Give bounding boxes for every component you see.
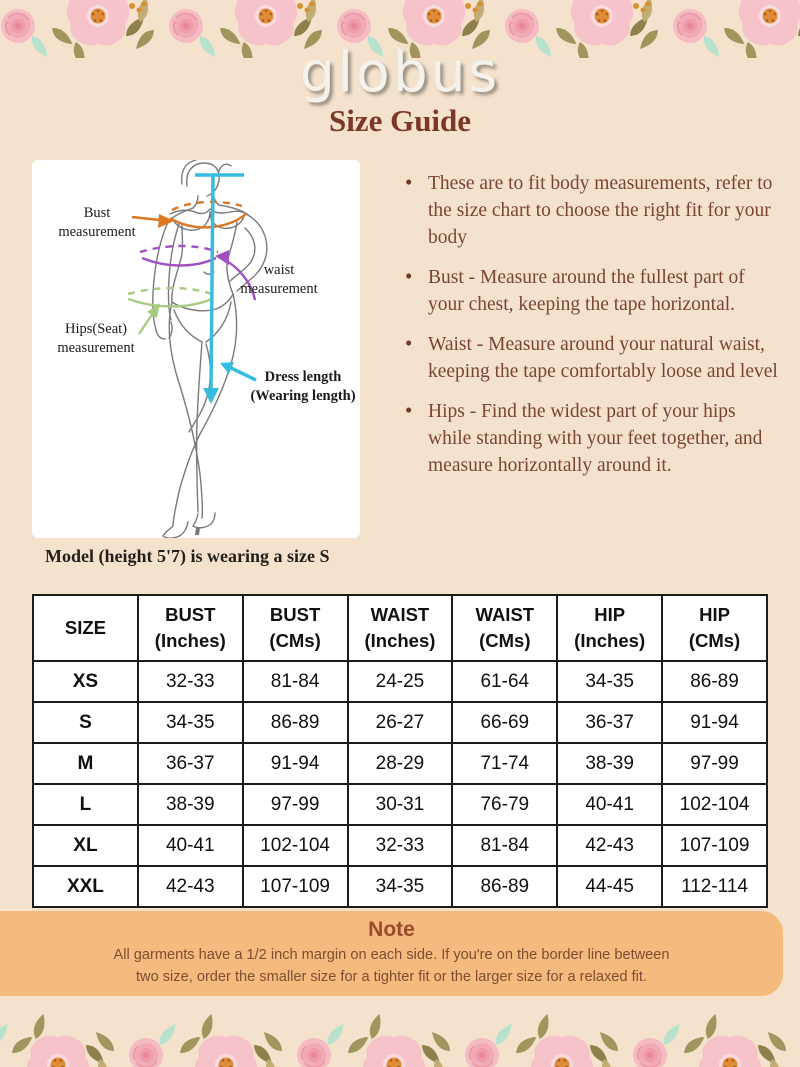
table-cell: 40-41 [136,824,244,867]
table-cell: XS [32,660,139,703]
table-cell: 44-45 [556,865,664,908]
table-cell: 42-43 [136,865,244,908]
table-cell: 30-31 [346,783,454,826]
header-bust-inches: BUST (Inches) [136,594,244,662]
instruction-item: Waist - Measure around your natural wais… [400,330,780,385]
table-cell: 28-29 [346,742,454,785]
table-cell: 61-64 [451,660,559,703]
hips-arrow [127,286,213,335]
table-cell: 34-35 [346,865,454,908]
instruction-item: These are to fit body measurements, refe… [400,169,780,251]
instruction-item: Bust - Measure around the fullest part o… [400,263,780,318]
table-row: XS 32-33 81-84 24-25 61-64 34-35 86-89 [32,660,768,703]
bust-measurement-label: Bust measurement [58,205,136,240]
bust-arrow [131,200,247,229]
table-row: XXL 42-43 107-109 34-35 86-89 44-45 112-… [32,865,768,908]
measurement-diagram: Bust measurement waist measurement Hips(… [32,160,360,538]
table-cell: 36-37 [136,742,244,785]
table-cell: 97-99 [661,742,768,785]
table-cell: 32-33 [346,824,454,867]
table-cell: 86-89 [661,660,768,703]
table-row: M 36-37 91-94 28-29 71-74 38-39 97-99 [32,742,768,785]
table-cell: 26-27 [346,701,454,744]
table-cell: 102-104 [241,824,349,867]
dress-length-label: Dress length (Wearing length) [250,369,356,404]
size-chart-table: SIZE BUST (Inches) BUST (CMs) WAIST (Inc… [32,594,768,908]
brand-logo: globus [299,40,501,104]
table-cell: 34-35 [136,701,244,744]
body-figure-illustration [127,160,268,538]
table-cell: XL [32,824,139,867]
hips-measurement-label: Hips(Seat) measurement [57,321,135,356]
table-cell: 38-39 [136,783,244,826]
table-cell: 71-74 [451,742,559,785]
model-note: Model (height 5'7) is wearing a size S [45,546,330,566]
floral-border-bottom-icon [0,1007,800,1067]
header-waist-cms: WAIST (CMs) [451,594,559,662]
table-cell: 107-109 [241,865,349,908]
table-cell: XXL [32,865,139,908]
header-hip-inches: HIP (Inches) [556,594,664,662]
table-row: XL 40-41 102-104 32-33 81-84 42-43 107-1… [32,824,768,867]
table-cell: 81-84 [241,660,349,703]
header-hip-cms: HIP (CMs) [661,594,768,662]
table-cell: 97-99 [241,783,349,826]
table-cell: 42-43 [556,824,664,867]
table-cell: M [32,742,139,785]
page-title: Size Guide [328,103,472,138]
table-cell: 86-89 [451,865,559,908]
table-cell: 76-79 [451,783,559,826]
instruction-item: Hips - Find the widest part of your hips… [400,397,780,479]
table-cell: 91-94 [241,742,349,785]
header-waist-inches: WAIST (Inches) [346,594,454,662]
table-cell: 112-114 [661,865,768,908]
table-header-row: SIZE BUST (Inches) BUST (CMs) WAIST (Inc… [32,594,768,662]
table-row: L 38-39 97-99 30-31 76-79 40-41 102-104 [32,783,768,826]
note-text: All garments have a 1/2 inch margin on e… [113,947,670,985]
instructions-list: These are to fit body measurements, refe… [400,169,780,492]
table-cell: 32-33 [136,660,244,703]
table-cell: 36-37 [556,701,664,744]
table-cell: 81-84 [451,824,559,867]
note-title: Note [368,918,415,941]
table-cell: 24-25 [346,660,454,703]
header-size: SIZE [32,594,139,662]
table-cell: 40-41 [556,783,664,826]
note-box: Note All garments have a 1/2 inch margin… [0,911,783,996]
table-cell: 102-104 [661,783,768,826]
table-cell: S [32,701,139,744]
table-cell: 86-89 [241,701,349,744]
table-cell: 107-109 [661,824,768,867]
table-cell: 91-94 [661,701,768,744]
table-cell: 66-69 [451,701,559,744]
table-row: S 34-35 86-89 26-27 66-69 36-37 91-94 [32,701,768,744]
table-cell: 38-39 [556,742,664,785]
dress-length-line [195,173,257,391]
table-cell: 34-35 [556,660,664,703]
table-cell: L [32,783,139,826]
header-bust-cms: BUST (CMs) [241,594,349,662]
waist-measurement-label: waist measurement [240,262,318,297]
